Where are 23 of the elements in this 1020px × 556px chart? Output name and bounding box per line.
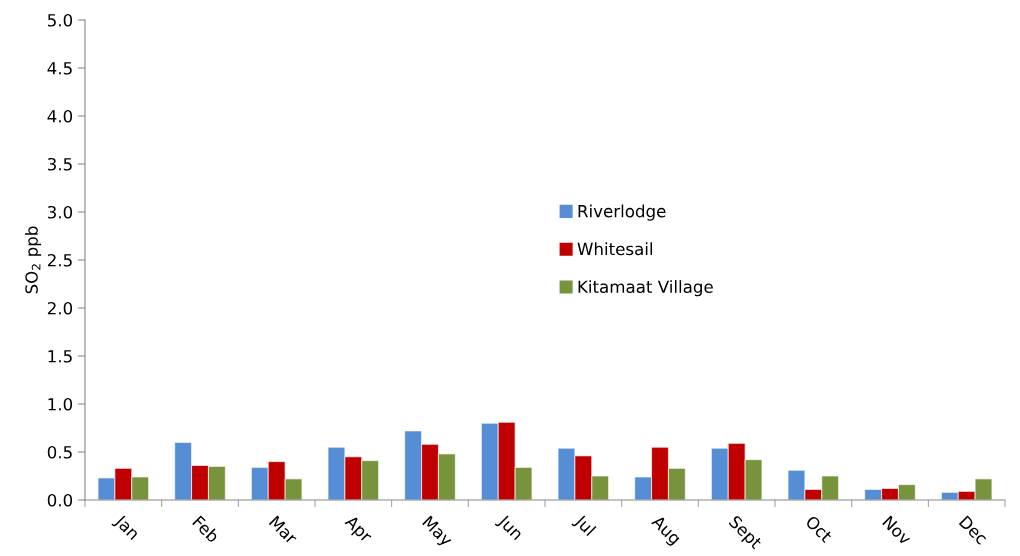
y-tick-label: 2.5 [47,253,72,267]
x-tick-label: Feb [192,515,221,544]
y-tick-label: 4.5 [47,62,72,75]
y-tick-label: 3.0 [47,205,73,219]
y-tick-label: 2.0 [47,301,73,315]
x-tick-label: Mar [268,515,299,546]
y-tick-label: 1.5 [48,350,72,363]
legend-label: Riverlodge [578,204,666,221]
legend-label: Kitamaat Village [578,280,713,297]
legend-label: Whitesail [577,242,653,256]
y-tick-label: 0.5 [47,445,72,459]
x-tick-label: Jul [571,513,597,539]
y-tick-label: 1.0 [48,397,73,411]
x-tick-label: Jun [494,513,524,543]
x-tick-label: Nov [882,515,913,546]
x-tick-label: Jan [111,513,141,543]
y-tick-label: 3.5 [47,157,72,171]
y-tick-label: 4.0 [47,109,73,123]
x-tick-label: Oct [804,514,834,544]
y-tick-label: 5.0 [47,13,73,27]
y-axis-title: SO$_{2}$ ppb [24,226,42,294]
y-tick-label: 0.0 [47,493,73,507]
x-tick-label: Apr [342,514,374,546]
